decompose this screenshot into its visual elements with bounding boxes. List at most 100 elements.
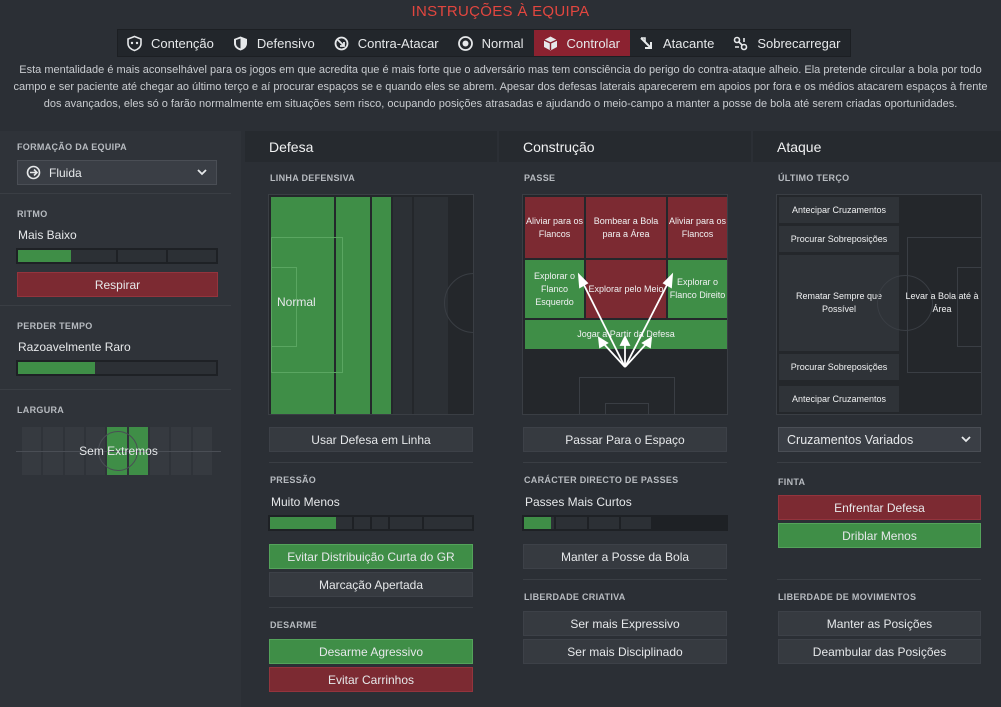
perder-tempo-label: PERDER TEMPO: [17, 321, 93, 331]
linha-defensiva-value: Normal: [277, 295, 316, 309]
ritmo-value: Mais Baixo: [18, 228, 77, 242]
chevron-down-icon: [960, 433, 972, 448]
perder-tempo-value: Razoavelmente Raro: [18, 340, 131, 354]
ritmo-slider[interactable]: [16, 248, 218, 264]
ultimo-terco-pitch[interactable]: Antecipar Cruzamentos Procurar Sobreposi…: [776, 194, 982, 415]
shield-dots-icon: [126, 35, 143, 52]
perder-tempo-slider-fill: [18, 362, 95, 374]
zone-aliviar-flancos-2[interactable]: Aliviar para os Flancos: [668, 197, 727, 258]
divider: [0, 193, 231, 194]
zone-antecipar-cruzamentos[interactable]: Antecipar Cruzamentos: [779, 197, 899, 223]
tab-sobrecarregar[interactable]: Sobrecarregar: [724, 30, 850, 56]
pressao-slider-fill: [270, 517, 337, 529]
pressao-value: Muito Menos: [271, 495, 340, 509]
zone-levar-bola[interactable]: Levar a Bola até à Área: [905, 291, 979, 314]
driblar-menos-button[interactable]: Driblar Menos: [778, 523, 981, 548]
tab-defensivo[interactable]: Defensivo: [224, 30, 325, 56]
desarme-agressivo-button[interactable]: Desarme Agressivo: [269, 639, 473, 664]
manter-posse-button[interactable]: Manter a Posse da Bola: [523, 544, 727, 569]
pass-arrows: [577, 272, 674, 368]
construcao-header: Construção: [499, 131, 751, 162]
largura-pitch[interactable]: Sem Extremos: [16, 427, 221, 475]
pressao-label: PRESSÃO: [270, 475, 317, 485]
tab-controlar[interactable]: Controlar: [533, 30, 630, 56]
caracter-directo-value: Passes Mais Curtos: [525, 495, 632, 509]
zone-explorar-esquerdo[interactable]: Explorar o Flanco Esquerdo: [525, 260, 584, 318]
manter-posicoes-button[interactable]: Manter as Posições: [778, 611, 981, 636]
zone-explorar-direito[interactable]: Explorar o Flanco Direito: [668, 260, 727, 318]
team-settings-panel: FORMAÇÃO DA EQUIPA Fluida RITMO Mais Bai…: [0, 131, 241, 707]
circle-dot-icon: [457, 35, 474, 52]
tab-contencao[interactable]: Contenção: [118, 30, 224, 56]
enfrentar-defesa-button[interactable]: Enfrentar Defesa: [778, 495, 981, 520]
tab-label: Atacante: [663, 35, 715, 51]
ser-disciplinado-button[interactable]: Ser mais Disciplinado: [523, 639, 727, 664]
tab-atacante[interactable]: Atacante: [630, 30, 724, 56]
zone-bombear-bola[interactable]: Bombear a Bola para a Área: [586, 197, 666, 258]
overload-icon: [732, 35, 749, 52]
tab-normal[interactable]: Normal: [449, 30, 534, 56]
tab-label: Sobrecarregar: [757, 35, 841, 51]
pressao-slider[interactable]: [268, 515, 474, 531]
page-title: INSTRUÇÕES À EQUIPA: [411, 3, 590, 20]
evitar-distribuicao-gr-button[interactable]: Evitar Distribuição Curta do GR: [269, 544, 473, 569]
ser-expressivo-button[interactable]: Ser mais Expressivo: [523, 611, 727, 636]
finta-label: FINTA: [778, 477, 806, 487]
desarme-label: DESARME: [270, 620, 318, 630]
formation-value: Fluida: [49, 165, 82, 180]
zone-jogar-defesa[interactable]: Jogar a Partir da Defesa: [525, 320, 727, 349]
zone-aliviar-flancos[interactable]: Aliviar para os Flancos: [525, 197, 584, 258]
chevron-down-icon: [196, 166, 208, 181]
tab-label: Contra-Atacar: [357, 35, 439, 51]
ultimo-terco-label: ÚLTIMO TERÇO: [778, 173, 850, 183]
cruzamentos-value: Cruzamentos Variados: [787, 432, 914, 447]
evitar-carrinhos-button[interactable]: Evitar Carrinhos: [269, 667, 473, 692]
linha-defensiva-pitch[interactable]: Normal: [268, 194, 474, 415]
zone-procurar-sobreposicoes[interactable]: Procurar Sobreposições: [779, 226, 899, 252]
largura-value: Sem Extremos: [79, 444, 158, 458]
counter-arrow-icon: [333, 35, 350, 52]
marcacao-apertada-button[interactable]: Marcação Apertada: [269, 572, 473, 597]
liberdade-criativa-label: LIBERDADE CRIATIVA: [524, 592, 626, 602]
tab-label: Controlar: [566, 35, 620, 51]
tab-contra-atacar[interactable]: Contra-Atacar: [325, 30, 449, 56]
zone-antecipar-cruzamentos-2[interactable]: Antecipar Cruzamentos: [779, 386, 899, 412]
ataque-panel: Ataque ÚLTIMO TERÇO Antecipar Cruzamento…: [753, 131, 1001, 707]
shield-icon: [232, 35, 249, 52]
defesa-panel: Defesa LINHA DEFENSIVA Normal Usar Defes…: [245, 131, 497, 707]
linha-defensiva-label: LINHA DEFENSIVA: [270, 173, 356, 183]
caracter-directo-label: CARÁCTER DIRECTO DE PASSES: [524, 475, 679, 485]
divider: [0, 305, 231, 306]
zone-explorar-meio[interactable]: Explorar pelo Meio: [586, 260, 666, 318]
liberdade-movimentos-label: LIBERDADE DE MOVIMENTOS: [778, 592, 917, 602]
divider: [523, 579, 727, 580]
caracter-directo-slider-fill: [524, 517, 551, 529]
respirar-button[interactable]: Respirar: [17, 272, 218, 297]
ataque-header: Ataque: [753, 131, 1001, 162]
divider: [269, 607, 473, 608]
passar-espaco-button[interactable]: Passar Para o Espaço: [523, 427, 727, 452]
passe-label: PASSE: [524, 173, 556, 183]
defesa-header: Defesa: [245, 131, 497, 162]
perder-tempo-slider[interactable]: [16, 360, 218, 376]
tab-label: Defensivo: [256, 35, 315, 51]
caracter-directo-slider[interactable]: [522, 515, 728, 531]
tab-label: Contenção: [151, 35, 214, 51]
mentality-selector: Contenção Defensivo Contra-Atacar Normal…: [117, 29, 852, 57]
cruzamentos-dropdown[interactable]: Cruzamentos Variados: [778, 427, 981, 452]
ritmo-label: RITMO: [17, 209, 48, 219]
attack-arrow-icon: [638, 35, 655, 52]
formation-dropdown[interactable]: Fluida: [17, 160, 217, 185]
passe-pitch[interactable]: Aliviar para os Flancos Bombear a Bola p…: [522, 194, 728, 415]
formation-label: FORMAÇÃO DA EQUIPA: [17, 142, 127, 152]
divider: [523, 462, 727, 463]
divider: [777, 579, 981, 580]
mentality-description: Esta mentalidade é mais aconselhável par…: [13, 64, 988, 110]
deambular-posicoes-button[interactable]: Deambular das Posições: [778, 639, 981, 664]
divider: [269, 462, 473, 463]
zone-procurar-sobreposicoes-2[interactable]: Procurar Sobreposições: [779, 354, 899, 380]
divider: [777, 462, 981, 463]
largura-label: LARGURA: [17, 405, 65, 415]
construcao-panel: Construção PASSE Aliviar para os Flancos…: [499, 131, 751, 707]
usar-defesa-linha-button[interactable]: Usar Defesa em Linha: [269, 427, 473, 452]
